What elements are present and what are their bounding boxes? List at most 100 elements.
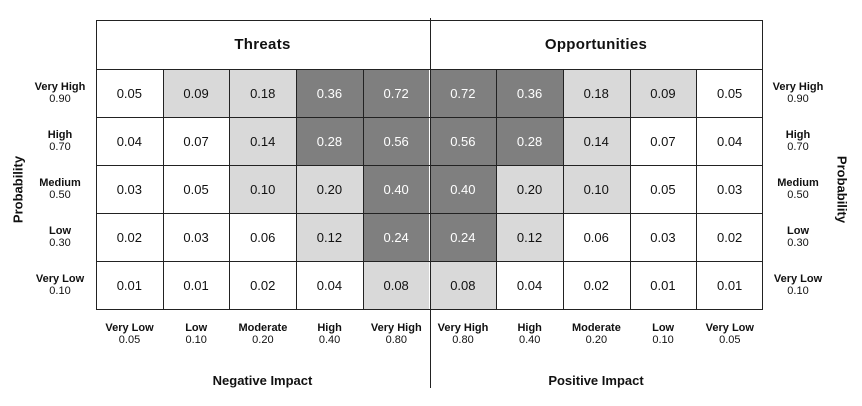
column-label: High 0.40 — [496, 322, 564, 346]
column-label-name: Very Low — [105, 322, 154, 334]
column-label-value: 0.20 — [252, 334, 274, 346]
row-label-name: Very Low — [773, 273, 823, 285]
column-label: Low 0.10 — [162, 322, 230, 346]
matrix-cell: 0.40 — [429, 165, 497, 213]
matrix-cell: 0.02 — [696, 213, 763, 261]
matrix-cell: 0.24 — [362, 213, 430, 261]
matrix-cell: 0.03 — [96, 165, 163, 213]
matrix-cell: 0.14 — [562, 117, 630, 165]
row-label-left: Very Low 0.10 — [15, 273, 105, 297]
matrix-cell: 0.06 — [562, 213, 630, 261]
matrix-cell: 0.04 — [96, 117, 163, 165]
row-label-value: 0.70 — [49, 141, 71, 153]
column-label-name: Very High — [437, 322, 489, 334]
row-label-right: Very Low 0.10 — [753, 273, 843, 297]
positive-impact-title: Positive Impact — [548, 373, 644, 388]
matrix-cell: 0.01 — [696, 261, 763, 309]
column-label-value: 0.10 — [652, 334, 674, 346]
row-label-right: Very High 0.90 — [753, 81, 843, 105]
column-label-value: 0.10 — [185, 334, 207, 346]
column-label: Moderate 0.20 — [229, 322, 297, 346]
matrix-cell: 0.08 — [362, 261, 430, 309]
row-label-name: Low — [787, 225, 809, 237]
column-label: Very High 0.80 — [362, 322, 430, 346]
matrix-cell: 0.03 — [629, 213, 697, 261]
column-label: Moderate 0.20 — [562, 322, 630, 346]
row-label-right: High 0.70 — [753, 129, 843, 153]
row-label-left: Very High 0.90 — [15, 81, 105, 105]
matrix-cell: 0.03 — [696, 165, 763, 213]
matrix-cell: 0.10 — [562, 165, 630, 213]
matrix-cell: 0.24 — [429, 213, 497, 261]
row-label-value: 0.50 — [49, 189, 71, 201]
matrix-cell: 0.18 — [229, 69, 297, 117]
row-label-value: 0.10 — [49, 285, 71, 297]
matrix-cell: 0.04 — [496, 261, 563, 309]
matrix-cell: 0.36 — [496, 69, 563, 117]
row-label-name: Very High — [34, 81, 86, 93]
column-label-name: Low — [652, 322, 675, 334]
row-label-value: 0.50 — [787, 189, 809, 201]
matrix-cell: 0.72 — [429, 69, 497, 117]
row-label-left: Medium 0.50 — [15, 177, 105, 201]
row-label-name: Medium — [39, 177, 81, 189]
matrix-cell: 0.06 — [229, 213, 297, 261]
column-label-name: High — [517, 322, 542, 334]
row-label-left: High 0.70 — [15, 129, 105, 153]
matrix-cell: 0.01 — [162, 261, 230, 309]
matrix-cell: 0.36 — [296, 69, 363, 117]
row-label-right: Low 0.30 — [753, 225, 843, 249]
row-label-value: 0.30 — [787, 237, 809, 249]
matrix-cell: 0.12 — [296, 213, 363, 261]
threats-header: Threats — [234, 36, 291, 53]
column-label-value: 0.40 — [318, 334, 341, 346]
column-label-name: Very Low — [705, 322, 754, 334]
probability-title-right: Probability — [834, 155, 850, 224]
column-label: Very High 0.80 — [429, 322, 497, 346]
matrix-cell: 0.02 — [229, 261, 297, 309]
column-label: Very Low 0.05 — [696, 322, 764, 346]
row-label-name: High — [785, 129, 811, 141]
matrix-cell: 0.28 — [496, 117, 563, 165]
column-label-value: 0.80 — [452, 334, 474, 346]
row-label-name: High — [47, 129, 73, 141]
column-label-value: 0.05 — [118, 334, 141, 346]
row-label-name: Medium — [777, 177, 819, 189]
matrix-cell: 0.05 — [162, 165, 230, 213]
row-label-name: Low — [49, 225, 71, 237]
matrix-cell: 0.10 — [229, 165, 297, 213]
column-label: Very Low 0.05 — [96, 322, 164, 346]
row-label-name: Very High — [772, 81, 824, 93]
matrix-cell: 0.18 — [562, 69, 630, 117]
column-label-name: Low — [185, 322, 208, 334]
column-label-value: 0.80 — [385, 334, 407, 346]
matrix-cell: 0.08 — [429, 261, 497, 309]
matrix-cell: 0.28 — [296, 117, 363, 165]
matrix-cell: 0.02 — [562, 261, 630, 309]
matrix-cell: 0.02 — [96, 213, 163, 261]
row-label-value: 0.70 — [787, 141, 809, 153]
row-label-value: 0.90 — [49, 93, 71, 105]
column-label-name: Moderate — [238, 322, 288, 334]
matrix-cell: 0.40 — [362, 165, 430, 213]
column-label-value: 0.05 — [719, 334, 741, 346]
probability-title-left: Probability — [10, 155, 26, 224]
opportunities-header: Opportunities — [544, 36, 648, 53]
matrix-cell: 0.03 — [162, 213, 230, 261]
matrix-cell: 0.20 — [296, 165, 363, 213]
row-label-value: 0.90 — [787, 93, 809, 105]
column-label: Low 0.10 — [629, 322, 697, 346]
matrix-cell: 0.12 — [496, 213, 563, 261]
matrix-cell: 0.05 — [96, 69, 163, 117]
row-label-value: 0.30 — [49, 237, 71, 249]
column-label: High 0.40 — [296, 322, 364, 346]
matrix-cell: 0.14 — [229, 117, 297, 165]
matrix-cell: 0.04 — [696, 117, 763, 165]
column-label-name: Moderate — [571, 322, 621, 334]
matrix-cell: 0.72 — [362, 69, 430, 117]
matrix-cell: 0.20 — [496, 165, 563, 213]
matrix-cell: 0.01 — [629, 261, 697, 309]
column-label-name: Very High — [370, 322, 422, 334]
matrix-cell: 0.05 — [696, 69, 763, 117]
